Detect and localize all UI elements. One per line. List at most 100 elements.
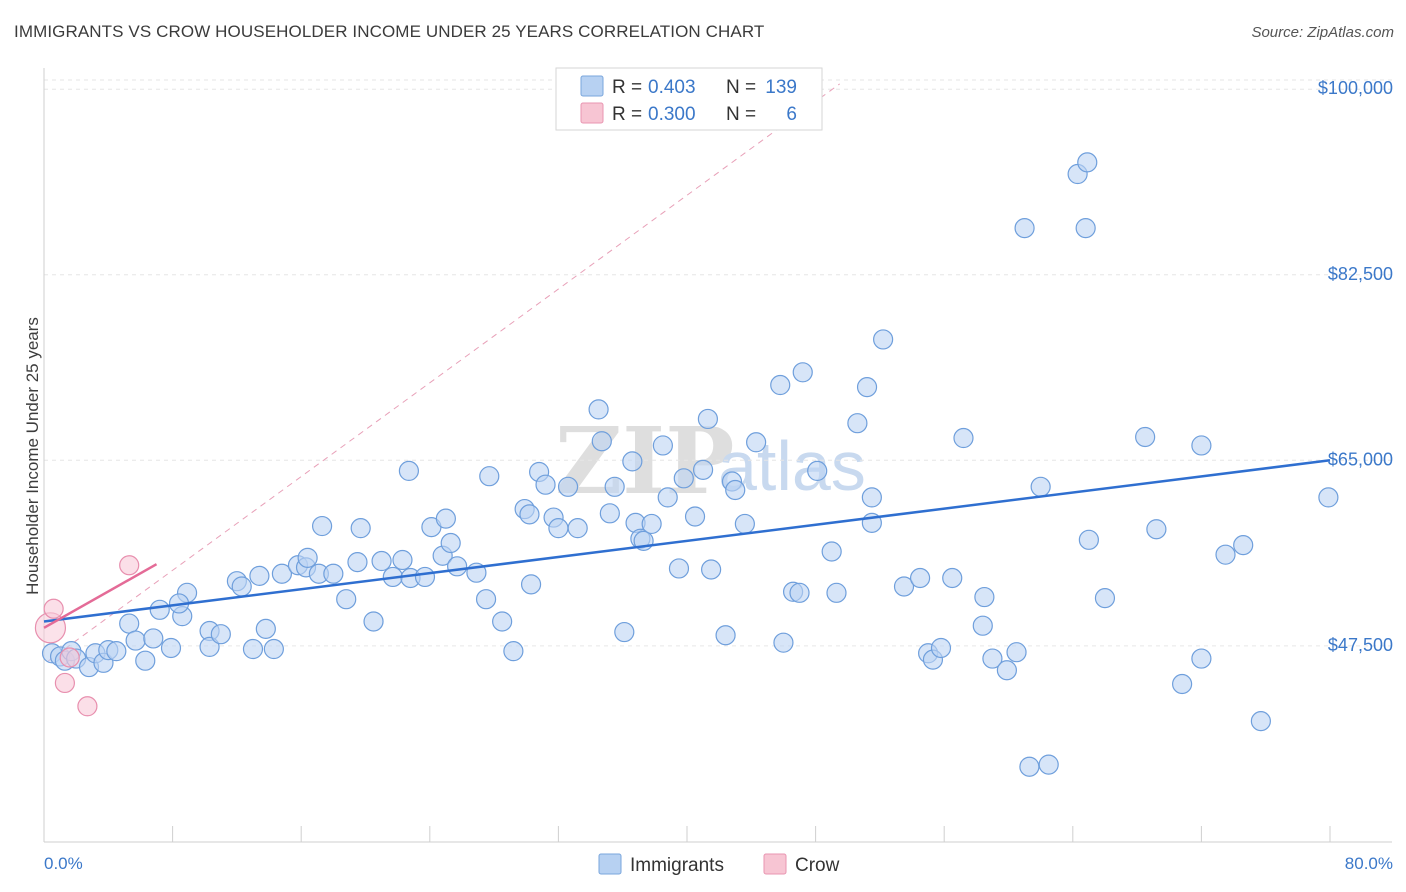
- immigrants-point: [701, 559, 722, 580]
- immigrants-point: [1146, 519, 1167, 540]
- immigrants-point: [263, 638, 284, 660]
- immigrants-point: [435, 508, 456, 529]
- immigrants-point: [1077, 152, 1098, 173]
- immigrants-point: [249, 565, 270, 586]
- immigrants-point: [255, 618, 276, 639]
- immigrants-point: [668, 558, 690, 579]
- legend-swatch-immigrants: [580, 75, 604, 97]
- immigrants-point: [847, 413, 868, 434]
- immigrants-point: [715, 625, 736, 646]
- immigrants-point: [1094, 588, 1116, 609]
- legend-box: R = 0.403 N = 139 R = 0.300 N = 6: [555, 67, 823, 131]
- immigrants-point: [503, 641, 524, 662]
- immigrants-point: [447, 556, 468, 577]
- gridlines: [44, 79, 1392, 647]
- immigrants-point: [826, 582, 847, 603]
- immigrants-point: [773, 632, 794, 653]
- legend-n-value-crow: 6: [786, 104, 797, 125]
- immigrants-point: [622, 451, 643, 472]
- y-tick-label: $100,000: [1318, 78, 1393, 98]
- legend-r-value-immigrants: 0.403: [648, 77, 696, 98]
- immigrants-point: [974, 586, 995, 608]
- immigrants-point: [996, 660, 1017, 681]
- bottom-legend: Immigrants Crow: [598, 853, 840, 876]
- immigrants-point: [604, 476, 625, 497]
- y-tick-label: $47,500: [1328, 635, 1393, 655]
- immigrants-point: [414, 566, 436, 588]
- immigrants-point: [953, 427, 974, 449]
- immigrants-point: [535, 474, 556, 495]
- immigrants-point: [1191, 435, 1212, 456]
- immigrants-point: [440, 532, 461, 554]
- immigrants-point: [492, 611, 513, 632]
- immigrants-point: [567, 518, 588, 539]
- immigrants-point: [725, 479, 746, 501]
- immigrants-point: [1191, 648, 1212, 669]
- immigrants-point: [930, 637, 952, 659]
- immigrants-point: [673, 468, 694, 489]
- x-ticks: [43, 826, 1331, 842]
- immigrants-point: [1075, 218, 1096, 239]
- immigrants-point: [143, 628, 164, 649]
- immigrants-point: [323, 563, 344, 584]
- immigrants-point: [942, 567, 963, 589]
- immigrants-point: [807, 460, 828, 482]
- immigrants-point: [1172, 673, 1193, 695]
- immigrants-point: [210, 624, 231, 645]
- chart-title: IMMIGRANTS VS CROW HOUSEHOLDER INCOME UN…: [14, 22, 765, 41]
- y-axis-title: Householder Income Under 25 years: [23, 317, 42, 595]
- immigrants-point: [821, 541, 842, 562]
- immigrants-point: [746, 432, 767, 453]
- immigrants-point: [135, 650, 156, 671]
- crow-point: [54, 672, 75, 694]
- immigrants-point: [873, 329, 894, 350]
- bottom-legend-label-immigrants: Immigrants: [630, 855, 724, 876]
- x-tick-label-min: 0.0%: [44, 854, 83, 873]
- legend-swatch-crow: [580, 102, 604, 124]
- immigrants-point: [363, 611, 384, 632]
- immigrants-point: [588, 399, 609, 420]
- immigrants-point: [392, 549, 413, 571]
- immigrants-point: [231, 576, 252, 597]
- bottom-legend-swatch-immigrants: [598, 853, 622, 875]
- immigrants-point: [697, 408, 718, 430]
- immigrants-point: [242, 638, 264, 660]
- bottom-legend-swatch-crow: [763, 853, 787, 875]
- immigrants-point: [350, 518, 371, 539]
- reference-diagonal: [46, 83, 841, 663]
- immigrants-point: [311, 515, 333, 537]
- crow-point: [77, 696, 98, 717]
- immigrants-point: [734, 513, 755, 535]
- immigrants-point: [1215, 544, 1236, 565]
- legend-n-label-crow: N =: [726, 104, 756, 125]
- immigrants-point: [652, 435, 673, 456]
- immigrants-point: [614, 621, 635, 643]
- immigrants-point: [982, 648, 1003, 669]
- immigrants-point: [149, 599, 170, 620]
- immigrants-point: [1135, 426, 1156, 448]
- immigrants-point: [297, 547, 318, 568]
- immigrants-point: [893, 576, 915, 597]
- immigrants-point: [591, 431, 612, 452]
- immigrants-point: [1318, 487, 1339, 508]
- legend-r-label-crow: R =: [612, 104, 642, 125]
- x-tick-label-max: 80.0%: [1345, 854, 1393, 873]
- immigrants-point: [657, 487, 678, 508]
- y-tick-label: $65,000: [1328, 449, 1393, 469]
- immigrants-point: [792, 362, 813, 383]
- immigrants-point: [692, 459, 714, 480]
- immigrants-point: [1078, 529, 1099, 550]
- immigrants-point: [789, 582, 810, 603]
- immigrants-point: [347, 551, 368, 573]
- immigrants-point: [371, 550, 392, 572]
- immigrants-point: [972, 615, 993, 636]
- immigrants-point: [1250, 711, 1271, 732]
- immigrants-point: [856, 377, 878, 398]
- legend-n-label-immigrants: N =: [726, 77, 756, 98]
- immigrants-point: [398, 460, 420, 482]
- immigrants-point: [160, 637, 182, 659]
- y-tick-labels: $47,500 $65,000 $82,500 $100,000: [1318, 78, 1393, 655]
- source-label: Source: ZipAtlas.com: [1251, 24, 1394, 41]
- crow-point: [59, 647, 80, 668]
- immigrants-point: [520, 574, 542, 595]
